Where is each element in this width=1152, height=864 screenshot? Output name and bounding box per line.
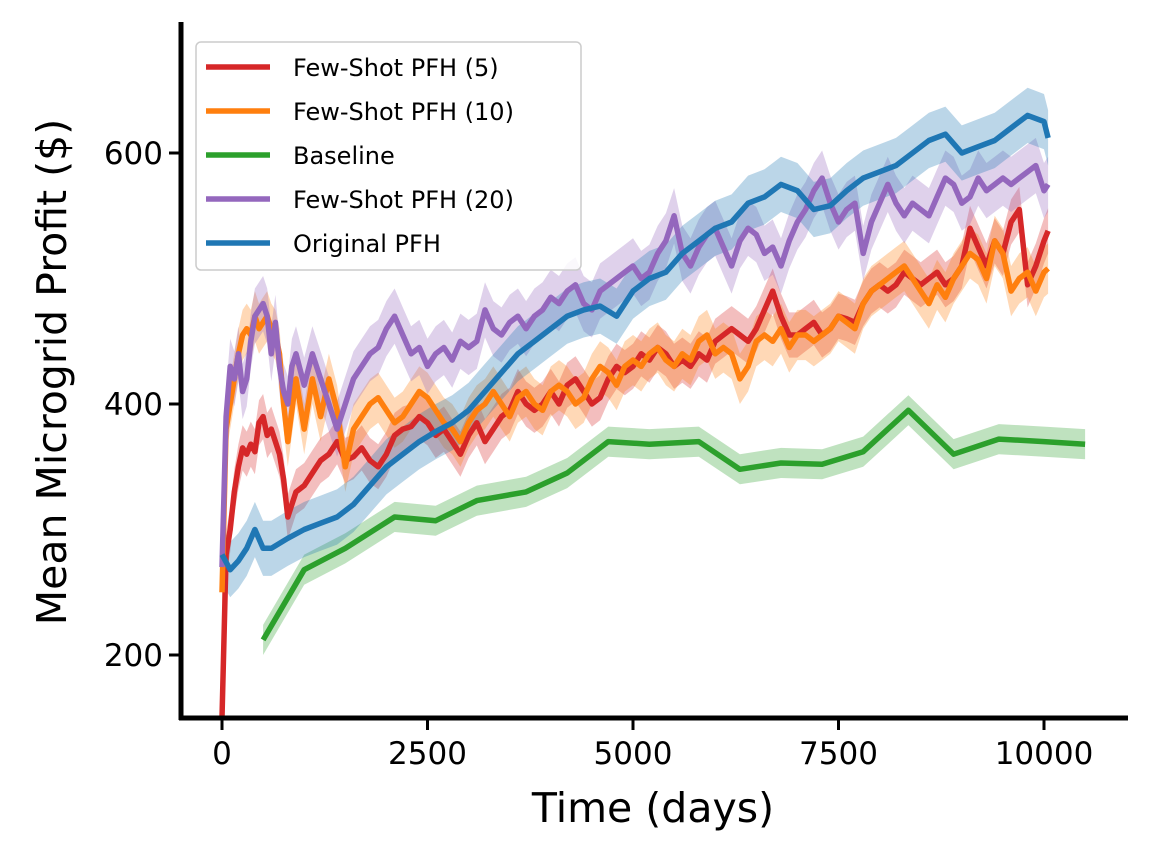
y-tick-label: 600 xyxy=(104,136,163,172)
line-few-shot-pfh-20 xyxy=(219,162,1051,568)
legend-label: Original PFH xyxy=(293,230,441,258)
legend-label: Few-Shot PFH (5) xyxy=(293,54,499,82)
legend: Few-Shot PFH (5) Few-Shot PFH (10) Baselin… xyxy=(195,41,582,271)
y-tick-label: 400 xyxy=(104,387,163,423)
line-original-pfh xyxy=(219,112,1051,573)
x-tick-label: 7500 xyxy=(799,736,878,772)
legend-label: Few-Shot PFH (10) xyxy=(293,98,514,126)
line-few-shot-pfh-5 xyxy=(219,206,1051,718)
x-tick-label: 0 xyxy=(212,736,232,772)
y-tick-label: 200 xyxy=(104,638,163,674)
band-few-shot-pfh-20 xyxy=(222,137,1049,595)
x-tick-label: 5000 xyxy=(594,736,673,772)
x-tick-label: 2500 xyxy=(388,736,467,772)
series-lines xyxy=(219,112,1086,718)
legend-box xyxy=(195,41,582,271)
axes: 0 2500 5000 7500 10000 200 400 600 xyxy=(104,22,1128,772)
y-axis-label: Mean Microgrid Profit ($) xyxy=(28,119,76,625)
line-few-shot-pfh-10 xyxy=(219,238,1050,593)
x-tick-label: 10000 xyxy=(995,736,1094,772)
x-axis-label: Time (days) xyxy=(531,784,774,832)
legend-label: Baseline xyxy=(293,142,395,170)
legend-label: Few-Shot PFH (20) xyxy=(293,186,514,214)
band-baseline xyxy=(263,395,1086,655)
line-baseline xyxy=(260,407,1086,642)
